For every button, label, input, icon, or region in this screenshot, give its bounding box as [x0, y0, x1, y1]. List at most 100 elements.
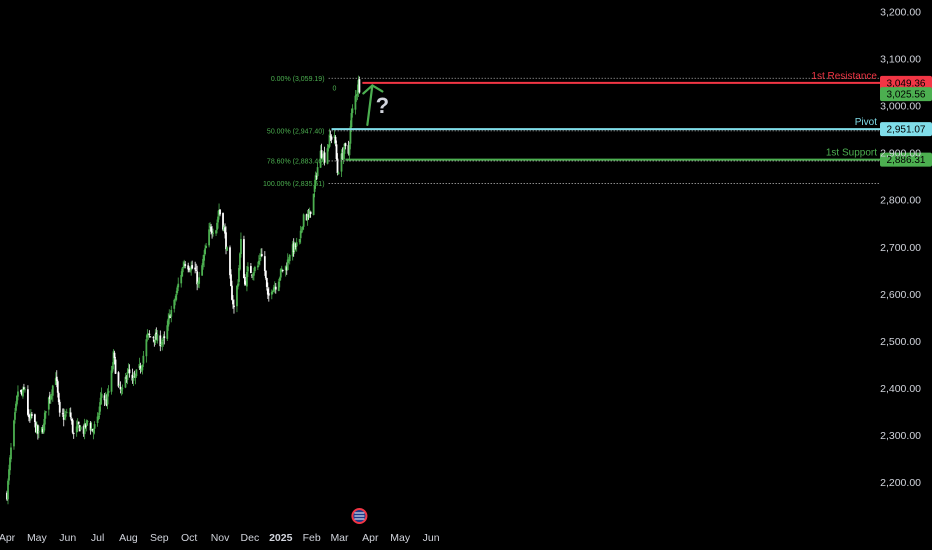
candle-body — [216, 222, 218, 230]
candle-body — [33, 414, 36, 423]
candle-body — [70, 418, 73, 422]
candle-body — [117, 372, 120, 387]
candle-body — [305, 214, 308, 221]
candle-body — [106, 392, 109, 405]
x-tick-label: Jun — [423, 532, 440, 544]
candle-body — [21, 391, 23, 395]
candle-body — [232, 300, 234, 305]
candle-body — [180, 275, 183, 284]
candle-body — [17, 391, 19, 397]
candle-body — [170, 309, 173, 317]
y-tick-label: 3,000.00 — [880, 101, 921, 113]
candle-body — [236, 286, 238, 307]
candle-body — [219, 209, 221, 215]
candle-body — [24, 389, 26, 391]
candle-body — [301, 226, 304, 230]
candle-body — [355, 95, 358, 97]
price-badge[interactable] — [880, 152, 932, 167]
candle-body — [183, 262, 186, 268]
candle-body — [247, 266, 249, 272]
candle-body — [288, 255, 291, 262]
y-tick-label: 2,700.00 — [880, 242, 921, 254]
candle-body — [285, 267, 288, 271]
candle-body — [139, 365, 142, 370]
candle-body — [189, 270, 192, 272]
candle-body — [246, 272, 248, 287]
candle-body — [212, 232, 214, 234]
candle-body — [264, 270, 267, 279]
candle-body — [69, 412, 72, 418]
current-price-badge[interactable] — [880, 87, 932, 102]
candle-body — [153, 339, 156, 342]
time-axis[interactable]: Apr May Jun Jul Aug Sep Oct Nov Dec 2025 Feb Mar Apr… — [0, 508, 440, 544]
y-tick-label: 2,300.00 — [880, 430, 921, 442]
candle-body — [159, 335, 162, 347]
candle-body — [274, 286, 277, 290]
candle-body — [270, 291, 273, 295]
candle-body — [330, 136, 333, 140]
candle-body — [258, 258, 261, 260]
candle-body — [286, 259, 289, 271]
candle-body — [85, 420, 88, 426]
price-badge[interactable] — [880, 122, 932, 137]
candle-body — [13, 420, 15, 447]
candle-body — [124, 376, 127, 388]
annotations: ? — [362, 84, 389, 127]
price-badge[interactable] — [880, 75, 932, 90]
price-axis[interactable]: 2,200.00 2,300.00 2,400.00 2,500.00 2,600.00… — [880, 7, 921, 490]
candle-body — [333, 135, 336, 138]
candle-body — [145, 339, 148, 357]
candle-body — [182, 267, 185, 268]
candle-body — [272, 287, 275, 292]
key-levels[interactable]: 1st Resistance 3,049.36 Pivot 2,951.07 1st S… — [331, 71, 932, 167]
x-tick-label: Apr — [0, 532, 16, 544]
candle-body — [265, 277, 268, 287]
candle-body — [314, 175, 317, 185]
fibonacci-retracement[interactable]: 0.00% (3,059.19) 0 50.00% (2,947.40) 78.60%… — [263, 76, 880, 188]
candle-body — [77, 421, 80, 424]
candle-body — [208, 229, 210, 246]
level-label: Pivot — [855, 117, 877, 128]
candle-body — [260, 254, 263, 256]
candle-body — [233, 305, 235, 308]
candle-body — [336, 158, 339, 174]
candle-body — [187, 265, 190, 270]
candle-body — [10, 447, 12, 460]
candle-body — [215, 230, 217, 234]
candle-body — [68, 412, 71, 414]
candle-body — [128, 369, 131, 374]
x-tick-label: Apr — [362, 532, 379, 544]
candle-body — [169, 315, 172, 318]
candle-body — [342, 152, 345, 160]
candle-body — [243, 239, 245, 279]
price-badge-label: 3,049.36 — [887, 78, 926, 89]
us-flag-icon[interactable] — [351, 508, 368, 524]
candle-body — [295, 242, 298, 247]
candle-body — [44, 411, 47, 413]
candle-body — [63, 415, 66, 419]
candle-body — [90, 428, 93, 431]
fib-level-label: 50.00% (2,947.40) — [267, 128, 325, 135]
candle-body — [166, 325, 169, 339]
candle-body — [82, 426, 85, 434]
y-tick-label: 3,200.00 — [880, 7, 921, 19]
candle-body — [307, 214, 310, 218]
candle-body — [230, 274, 232, 287]
candle-body — [176, 287, 179, 294]
candle-body — [64, 414, 67, 417]
candle-body — [225, 232, 227, 250]
x-tick-label: Aug — [119, 532, 138, 544]
candle-body — [163, 336, 166, 339]
fib-level-label: 0 — [333, 85, 337, 92]
candle-body — [326, 148, 329, 164]
candle-body — [256, 265, 259, 268]
candles-layer — [6, 75, 361, 505]
candle-body — [34, 422, 37, 433]
candle-body — [174, 299, 177, 301]
candle-body — [62, 414, 65, 420]
candle-body — [148, 333, 151, 336]
candle-body — [27, 389, 29, 415]
candle-body — [299, 230, 302, 239]
candle-body — [29, 413, 32, 419]
